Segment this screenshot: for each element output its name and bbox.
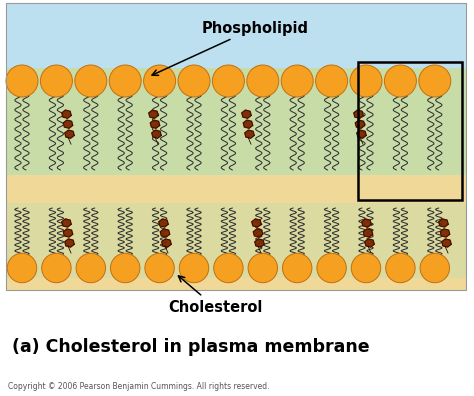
Circle shape bbox=[75, 65, 107, 97]
Text: Copyright © 2006 Pearson Benjamin Cummings. All rights reserved.: Copyright © 2006 Pearson Benjamin Cummin… bbox=[8, 382, 270, 391]
Polygon shape bbox=[252, 219, 261, 227]
Bar bbox=[6, 203, 466, 278]
Polygon shape bbox=[242, 110, 251, 118]
Circle shape bbox=[281, 65, 313, 97]
Circle shape bbox=[109, 65, 141, 97]
Circle shape bbox=[110, 253, 140, 283]
Circle shape bbox=[317, 253, 346, 283]
Polygon shape bbox=[245, 130, 254, 138]
Text: Phospholipid: Phospholipid bbox=[152, 21, 309, 75]
Circle shape bbox=[351, 253, 381, 283]
Polygon shape bbox=[160, 229, 170, 237]
Circle shape bbox=[6, 65, 38, 97]
Circle shape bbox=[419, 65, 451, 97]
Bar bbox=[358, 62, 462, 200]
Circle shape bbox=[248, 253, 277, 283]
Circle shape bbox=[384, 65, 416, 97]
Circle shape bbox=[145, 253, 174, 283]
Polygon shape bbox=[439, 219, 448, 227]
Polygon shape bbox=[363, 229, 373, 237]
Bar bbox=[6, 68, 466, 175]
Polygon shape bbox=[152, 130, 161, 138]
Polygon shape bbox=[150, 120, 160, 128]
Polygon shape bbox=[253, 229, 263, 237]
Circle shape bbox=[144, 65, 175, 97]
Polygon shape bbox=[365, 239, 374, 247]
Bar bbox=[6, 203, 466, 290]
Circle shape bbox=[350, 65, 382, 97]
Polygon shape bbox=[62, 110, 71, 118]
Circle shape bbox=[316, 65, 347, 97]
Circle shape bbox=[7, 253, 36, 283]
Polygon shape bbox=[63, 120, 73, 128]
Polygon shape bbox=[356, 120, 365, 128]
Polygon shape bbox=[65, 130, 74, 138]
Circle shape bbox=[40, 65, 73, 97]
Circle shape bbox=[420, 253, 449, 283]
Circle shape bbox=[283, 253, 312, 283]
Text: (a) Cholesterol in plasma membrane: (a) Cholesterol in plasma membrane bbox=[12, 338, 370, 356]
Circle shape bbox=[179, 253, 209, 283]
Polygon shape bbox=[354, 110, 363, 118]
Polygon shape bbox=[159, 219, 168, 227]
Polygon shape bbox=[357, 130, 366, 138]
Circle shape bbox=[178, 65, 210, 97]
Polygon shape bbox=[440, 229, 450, 237]
Polygon shape bbox=[362, 219, 371, 227]
Polygon shape bbox=[149, 110, 158, 118]
Polygon shape bbox=[162, 239, 171, 247]
Circle shape bbox=[214, 253, 243, 283]
Circle shape bbox=[76, 253, 106, 283]
Circle shape bbox=[386, 253, 415, 283]
Bar bbox=[6, 3, 466, 68]
Polygon shape bbox=[255, 239, 264, 247]
Bar bbox=[6, 3, 466, 290]
Circle shape bbox=[212, 65, 245, 97]
Polygon shape bbox=[63, 229, 73, 237]
Polygon shape bbox=[442, 239, 451, 247]
Polygon shape bbox=[243, 120, 253, 128]
Polygon shape bbox=[62, 219, 71, 227]
Text: Cholesterol: Cholesterol bbox=[168, 276, 262, 314]
Circle shape bbox=[247, 65, 279, 97]
Circle shape bbox=[42, 253, 71, 283]
Polygon shape bbox=[65, 239, 74, 247]
Bar bbox=[6, 175, 466, 203]
